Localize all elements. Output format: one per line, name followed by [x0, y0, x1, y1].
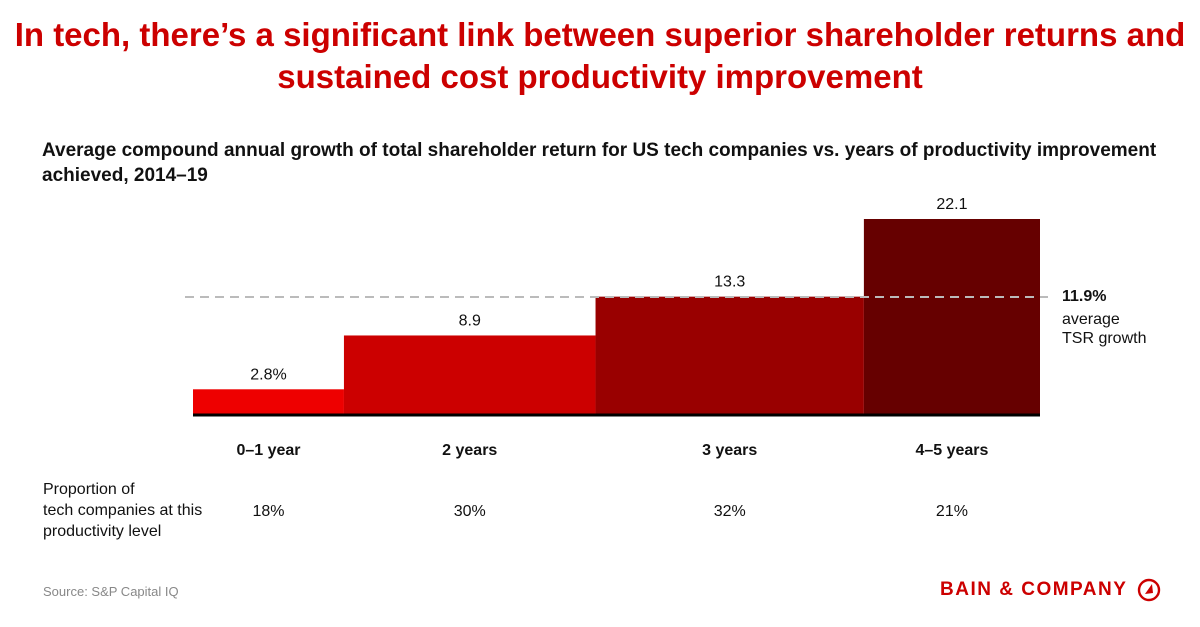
logo-compass-icon — [1138, 578, 1161, 602]
value-label: 2.8% — [250, 366, 286, 383]
chart-subtitle: Average compound annual growth of total … — [42, 140, 1157, 186]
source-note: Source: S&P Capital IQ — [43, 584, 179, 599]
category-label: 2 years — [442, 442, 497, 459]
value-label: 13.3 — [714, 274, 745, 291]
bar — [863, 219, 1040, 414]
category-label: 3 years — [702, 442, 757, 459]
bar — [343, 335, 596, 414]
proportion-label: 18% — [252, 503, 284, 520]
proportion-row-label: productivity level — [43, 523, 161, 540]
value-label: 22.1 — [936, 196, 967, 213]
proportion-row-label: Proportion of — [43, 481, 135, 498]
reference-label: average — [1062, 311, 1120, 328]
bain-logo: BAIN & COMPANY — [940, 578, 1161, 602]
proportion-row-label: tech companies at this — [43, 502, 202, 519]
proportion-label: 21% — [936, 503, 968, 520]
proportion-label: 32% — [714, 503, 746, 520]
proportion-label: 30% — [454, 503, 486, 520]
category-label: 0–1 year — [236, 442, 300, 459]
logo-text: BAIN & COMPANY — [940, 579, 1128, 600]
reference-value: 11.9% — [1062, 288, 1106, 305]
bar — [193, 389, 344, 414]
category-label: 4–5 years — [915, 442, 988, 459]
chart-title: In tech, there’s a significant link betw… — [14, 16, 1186, 95]
value-label: 8.9 — [459, 312, 481, 329]
bar — [595, 296, 864, 414]
reference-label: TSR growth — [1062, 330, 1146, 347]
